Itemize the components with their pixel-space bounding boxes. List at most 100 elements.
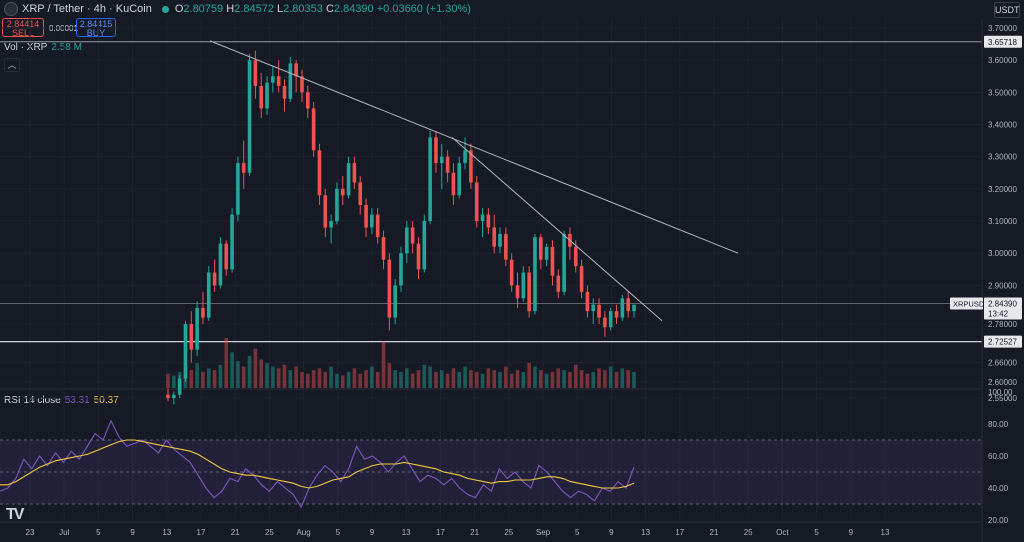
candle-body — [498, 233, 502, 247]
price-tick-label: 2.90000 — [988, 281, 1017, 290]
candle — [632, 304, 636, 318]
low-value: 2.80353 — [283, 3, 323, 15]
candle-body — [562, 233, 566, 292]
volume-bar — [224, 338, 229, 388]
candle — [498, 227, 502, 254]
symbol-header: XRP / Tether · 4h · KuCoin O2.80759 H2.8… — [0, 0, 471, 18]
time-tick-label: 5 — [814, 528, 819, 537]
volume-bar — [201, 371, 205, 388]
chevron-up-icon[interactable]: ︿ — [4, 58, 20, 72]
volume-bar — [183, 366, 188, 388]
time-tick-label: 9 — [849, 528, 854, 537]
candle — [271, 66, 275, 93]
volume-bar — [370, 366, 374, 388]
volume-bar — [236, 361, 240, 388]
candle — [323, 188, 328, 238]
price-axis: 3.70000 3.60000 3.50000 3.40000 3.30000 3.200… — [950, 18, 1022, 542]
candle — [201, 291, 205, 324]
candle-body — [463, 150, 467, 164]
candle-body — [585, 291, 590, 312]
candle — [544, 243, 549, 267]
candle-body — [521, 272, 526, 299]
candle — [585, 285, 590, 318]
candle-body — [172, 394, 176, 398]
candle — [463, 137, 467, 170]
volume-bar — [195, 363, 199, 388]
candle-body — [241, 163, 246, 173]
volume-bar — [550, 371, 555, 388]
volume-legend[interactable]: Vol · XRP 2.58 M — [4, 42, 82, 53]
volume-bar — [282, 364, 287, 388]
volume-bar — [445, 373, 450, 388]
candle — [568, 227, 572, 260]
candle — [189, 311, 194, 363]
candle-body — [410, 227, 415, 244]
rsi-tick-label: 80.00 — [988, 420, 1009, 429]
time-tick-label: 9 — [370, 528, 375, 537]
time-tick-label: 21 — [470, 528, 479, 537]
candle-body — [276, 76, 281, 86]
time-tick-label: 5 — [575, 528, 580, 537]
volume-bar — [218, 364, 223, 388]
price-tick-label: 2.55000 — [988, 394, 1017, 403]
candle-body — [556, 275, 561, 292]
candle — [597, 298, 601, 324]
candle — [451, 163, 456, 205]
candle — [603, 311, 607, 337]
volume-bar — [556, 368, 561, 388]
volume-bar — [288, 370, 293, 388]
volume-bar — [434, 371, 438, 388]
volume-bar — [422, 364, 427, 388]
volume-bar — [241, 366, 246, 388]
candle — [474, 176, 479, 228]
candle-body — [480, 214, 485, 222]
volume-bar — [212, 370, 217, 388]
volume-bar — [474, 371, 479, 388]
candle-body — [358, 182, 363, 205]
change-value: +0.03660 (+1.30%) — [376, 3, 471, 15]
candle-body — [474, 182, 479, 222]
candle-body — [224, 243, 229, 270]
candle-body — [434, 137, 438, 164]
candle — [469, 143, 473, 189]
candle-body — [265, 82, 269, 109]
candle — [579, 259, 584, 299]
candle — [183, 320, 188, 382]
candle-body — [568, 233, 572, 247]
candle — [241, 140, 246, 189]
candle — [247, 53, 252, 176]
candle-body — [603, 317, 607, 328]
candle — [230, 208, 234, 273]
candle-body — [306, 92, 310, 109]
candle — [608, 307, 613, 331]
candle — [445, 150, 450, 183]
volume-bar — [632, 371, 636, 388]
candle — [539, 233, 543, 270]
volume-bar — [544, 373, 549, 388]
candle-body — [393, 285, 397, 318]
buy-price: 2.84415 — [79, 19, 113, 29]
candle-body — [323, 195, 328, 228]
rsi-legend[interactable]: RSI 14 close 53.31 50.37 — [4, 395, 119, 406]
candle-body — [533, 237, 537, 312]
candle — [410, 221, 415, 254]
candle — [206, 266, 211, 321]
sell-button[interactable]: 2.84414 SELL — [2, 18, 44, 38]
price-tick-label: 2.60000 — [988, 378, 1017, 387]
symbol-title[interactable]: XRP / Tether · 4h · KuCoin — [22, 3, 152, 15]
trendline-upper — [209, 40, 739, 254]
volume-bar — [410, 373, 415, 388]
quote-currency-button[interactable]: USDT — [994, 2, 1020, 18]
volume-bar — [317, 368, 322, 388]
candle — [340, 176, 345, 205]
volume-bar — [172, 375, 176, 388]
sell-price: 2.84414 — [6, 19, 40, 29]
volume-bars — [166, 338, 636, 388]
candle — [428, 130, 432, 225]
buy-button[interactable]: 2.84415 BUY — [76, 18, 116, 38]
volume-bar — [271, 366, 275, 388]
candle — [434, 130, 438, 173]
candle — [573, 240, 578, 273]
volume-bar — [300, 371, 304, 388]
